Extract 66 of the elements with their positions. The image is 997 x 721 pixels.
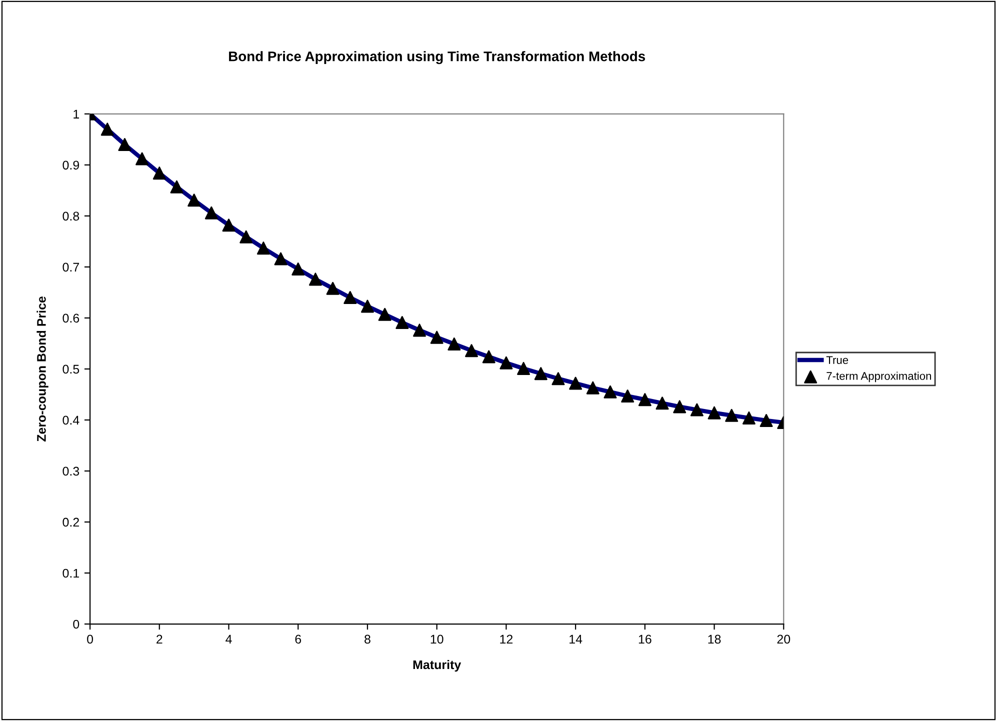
x-tick-label: 6	[295, 634, 302, 644]
point	[517, 362, 530, 375]
x-tick-label: 8	[364, 634, 370, 644]
chart-title: Bond Price Approximation using Time Transformation Methods	[229, 51, 646, 64]
point	[500, 356, 513, 370]
point	[360, 300, 374, 313]
point	[534, 367, 548, 380]
x-tick-label: 10	[430, 634, 444, 644]
point	[586, 381, 600, 394]
y-tick-label: 0.9	[62, 160, 80, 170]
point	[292, 262, 305, 276]
point	[690, 403, 704, 416]
y-tick-label: 0.6	[62, 314, 80, 323]
point	[256, 242, 270, 255]
point	[656, 396, 669, 410]
point	[708, 406, 721, 420]
point	[725, 408, 738, 422]
legend-label: True	[826, 356, 848, 364]
y-tick-label: 0.4	[62, 416, 80, 425]
point	[742, 411, 756, 424]
x-axis-title: Maturity	[413, 660, 462, 672]
x-tick-label: 2	[156, 634, 162, 644]
x-tick-label: 18	[708, 634, 721, 644]
point	[448, 337, 461, 350]
point	[136, 152, 149, 166]
y-tick-label: 0.8	[62, 212, 80, 221]
point	[482, 350, 496, 364]
point	[396, 316, 409, 330]
point	[240, 230, 253, 244]
y-axis-title: Zero-coupon Bond Price	[36, 296, 48, 442]
point	[552, 372, 565, 386]
point	[430, 330, 444, 344]
x-tick-label: 14	[570, 634, 582, 644]
point	[638, 393, 652, 406]
point	[621, 390, 634, 403]
point	[222, 218, 236, 232]
y-tick-label: 0.2	[62, 518, 79, 527]
point	[604, 385, 617, 398]
x-tick-label: 0	[87, 634, 94, 644]
legend-label: 7-term Approximation	[826, 372, 932, 382]
point	[274, 252, 288, 266]
point	[378, 308, 392, 321]
point	[188, 194, 201, 207]
point	[326, 282, 340, 295]
y-tick-label: 0.5	[62, 364, 80, 374]
point	[412, 324, 426, 337]
y-tick-label: 0.1	[62, 568, 80, 578]
y-tick-label: 0.7	[62, 262, 79, 272]
point	[118, 138, 132, 152]
x-tick-label: 20	[777, 634, 790, 644]
point	[569, 376, 582, 390]
point	[308, 272, 322, 286]
point	[204, 206, 218, 220]
y-tick-label: 0.3	[62, 466, 80, 476]
point	[100, 122, 114, 136]
x-tick-label: 16	[638, 634, 652, 644]
point	[760, 414, 773, 427]
y-tick-label: 1	[74, 110, 80, 118]
point	[152, 166, 166, 180]
point	[465, 344, 478, 358]
x-tick-label: 12	[500, 634, 513, 644]
point	[170, 180, 184, 194]
point	[673, 400, 686, 414]
y-tick-label: 0	[73, 620, 80, 629]
point	[344, 291, 357, 304]
x-tick-label: 4	[226, 634, 232, 644]
